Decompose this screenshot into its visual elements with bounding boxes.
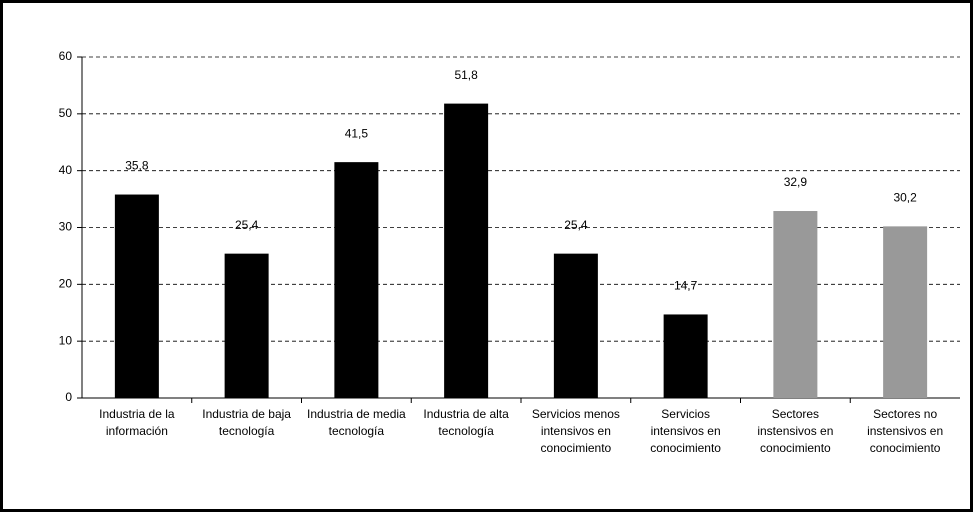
y-tick-label: 0 [65, 390, 72, 404]
data-label: 14,7 [674, 279, 698, 293]
data-label: 41,5 [345, 126, 369, 140]
y-tick-label: 60 [59, 49, 73, 63]
y-tick-label: 10 [59, 333, 73, 347]
x-tick-label: Industria de baja tecnología [202, 407, 291, 438]
x-tick-label: Servicios intensivos en conocimiento [650, 407, 721, 455]
y-tick-label: 20 [59, 277, 73, 291]
x-tick-label: Sectores instensivos en conocimiento [757, 407, 834, 455]
data-label: 30,2 [893, 191, 917, 205]
bar [553, 253, 598, 398]
bar [114, 194, 159, 398]
chart: 0 10 20 30 40 50 60 35,8 25,4 41,5 51,8 25,4 14,7 32,… [59, 49, 960, 404]
bar [773, 211, 818, 398]
x-tick-label: Servicios menos intensivos en conocimien… [531, 407, 620, 455]
data-label: 25,4 [564, 218, 588, 232]
y-tick-label: 30 [59, 220, 73, 234]
data-label: 32,9 [784, 175, 808, 189]
x-tick-label: Industria de la información [99, 407, 175, 438]
bar [224, 253, 269, 398]
bar [444, 103, 489, 398]
x-tick-label: Industria de alta tecnología [423, 407, 509, 438]
data-label: 51,8 [454, 68, 478, 82]
x-tick-label: Sectores no instensivos en conocimiento [867, 407, 944, 455]
bar [883, 226, 928, 398]
x-tick-label: Industria de media tecnología [307, 407, 406, 438]
y-tick-label: 50 [59, 106, 73, 120]
bar [334, 162, 379, 398]
data-label: 35,8 [125, 159, 149, 173]
bar [663, 314, 708, 398]
data-label: 25,4 [235, 218, 259, 232]
y-tick-label: 40 [59, 163, 73, 177]
